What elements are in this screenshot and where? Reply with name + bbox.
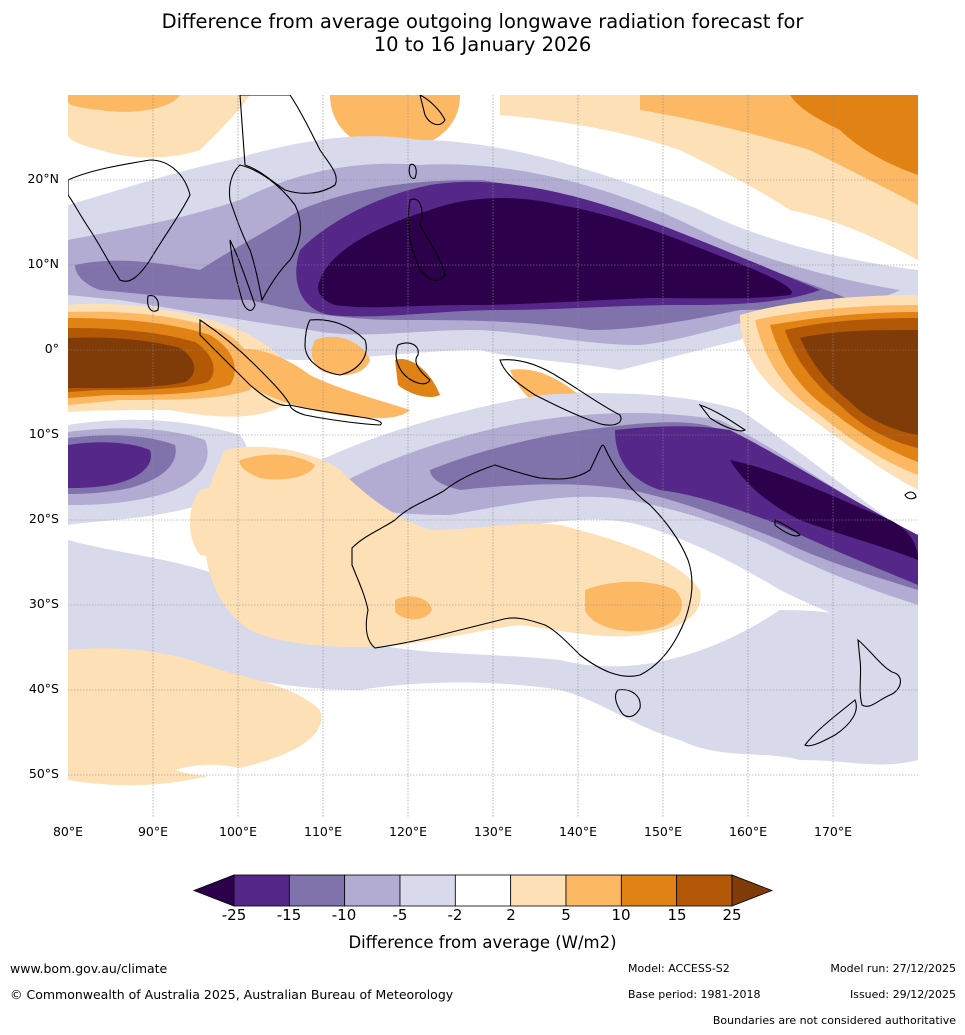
lon-label-110e: 110°E — [303, 824, 343, 839]
coastline-sulawesi — [395, 342, 431, 385]
lat-label-equator: 0° — [44, 341, 59, 356]
website-link[interactable]: www.bom.gov.au/climate — [10, 961, 168, 976]
lon-label-80e: 80°E — [52, 824, 84, 839]
anomaly-region-sw-pacific-purple — [615, 426, 918, 585]
colorbar-swatch — [676, 874, 733, 907]
colorbar-label-9: 25 — [722, 906, 742, 924]
lon-label-170e: 170°E — [813, 824, 853, 839]
coastline-taiwan — [408, 163, 417, 179]
lon-label-130e: 130°E — [473, 824, 513, 839]
lat-label-30s: 30°S — [28, 596, 59, 611]
anomaly-region-south-white-gap — [175, 764, 245, 776]
anomaly-region-himalaya-orange — [68, 95, 180, 112]
coastline-new-zealand-north — [857, 638, 901, 707]
copyright-notice: © Commonwealth of Australia 2025, Austra… — [10, 987, 454, 1002]
colorbar-label-2: -10 — [331, 906, 357, 924]
coastline-china — [239, 95, 337, 194]
anomaly-region-australia-orange-west — [395, 596, 432, 620]
lon-label-120e: 120°E — [388, 824, 428, 839]
coastline-philippines — [407, 198, 446, 281]
coastline-java — [289, 404, 382, 426]
anomaly-region-western-indian-light-orange — [189, 486, 270, 556]
lat-label-50s: 50°S — [28, 766, 59, 781]
colorbar-swatch — [399, 874, 456, 907]
coastline-japan — [419, 95, 446, 126]
anomaly-region-australia-orange-north — [239, 454, 315, 480]
colorbar-label-6: 5 — [561, 906, 571, 924]
colorbar-swatch — [620, 874, 678, 907]
lat-label-10n: 10°N — [27, 256, 59, 271]
colorbar-label-4: -2 — [447, 906, 463, 924]
anomaly-region-australia-light-orange — [203, 446, 701, 647]
colorbar-label-8: 15 — [667, 906, 687, 924]
colorbar-extend-max — [731, 874, 774, 907]
anomaly-region-sulawesi-dark-orange — [395, 359, 440, 397]
coastline-sri-lanka — [147, 295, 159, 312]
coastline-new-guinea — [499, 359, 622, 426]
anomaly-region-south-indian-ocean — [68, 648, 322, 786]
coastlines — [68, 95, 917, 747]
lon-label-150e: 150°E — [643, 824, 683, 839]
colorbar-label-7: 10 — [611, 906, 631, 924]
colorbar-swatch — [565, 874, 622, 907]
coastline-indochina — [228, 164, 301, 302]
colorbar-swatch — [288, 874, 346, 907]
model-run-date: Model run: 27/12/2025 — [830, 962, 956, 975]
coastline-new-zealand-south — [804, 699, 857, 747]
coastline-new-caledonia — [774, 519, 801, 537]
anomaly-region-central-pacific-darkest — [800, 330, 918, 435]
colorbar-label-5: 2 — [506, 906, 516, 924]
anomaly-region-australia-orange-se — [585, 581, 682, 632]
lon-label-140e: 140°E — [558, 824, 598, 839]
boundaries-disclaimer: Boundaries are not considered authoritat… — [712, 1014, 956, 1027]
coastline-borneo — [304, 319, 367, 376]
coastline-fiji — [904, 491, 917, 500]
anomaly-region-sw-pacific-deep-purple — [730, 460, 918, 560]
coastline-india — [68, 159, 191, 282]
anomaly-region-sulawesi-orange — [311, 336, 370, 376]
colorbar-swatch — [344, 874, 401, 907]
colorbar-extend-min — [192, 874, 235, 907]
coastline-tasmania — [615, 689, 641, 718]
anomaly-region-sw-pacific-mid-purple — [430, 422, 918, 590]
colorbar-swatch — [233, 874, 290, 907]
model-name: Model: ACCESS-S2 — [628, 962, 730, 975]
issued-date: Issued: 29/12/2025 — [849, 988, 956, 1001]
anomaly-region-southern-lavender — [68, 540, 918, 765]
lon-label-90e: 90°E — [137, 824, 169, 839]
olr-anomaly-map — [68, 95, 918, 817]
anomaly-region-southern-indian-purple — [68, 442, 151, 488]
base-period: Base period: 1981-2018 — [628, 988, 761, 1001]
lon-label-160e: 160°E — [728, 824, 768, 839]
coastline-malay-peninsula — [229, 239, 256, 311]
coastline-solomon-islands — [698, 403, 747, 432]
title-line-2: 10 to 16 January 2026 — [373, 33, 592, 56]
lat-label-20s: 20°S — [28, 511, 59, 526]
chart-title: Difference from average outgoing longwav… — [0, 10, 965, 56]
anomaly-region-indian-ocean-darkest — [68, 337, 195, 388]
graticule — [68, 95, 918, 817]
lon-label-100e: 100°E — [218, 824, 258, 839]
coastline-australia — [351, 444, 693, 677]
colorbar-label-1: -15 — [276, 906, 302, 924]
title-line-1: Difference from average outgoing longwav… — [161, 10, 804, 33]
colorbar-swatch — [510, 874, 567, 907]
anomaly-region-north-pacific-dark-orange — [790, 95, 918, 175]
colorbar-label-3: -5 — [392, 906, 408, 924]
lat-label-40s: 40°S — [28, 681, 59, 696]
lat-label-10s: 10°S — [28, 426, 59, 441]
colorbar-swatch — [454, 874, 512, 907]
colorbar-title: Difference from average (W/m2) — [348, 933, 617, 952]
colorbar-label-0: -25 — [221, 906, 247, 924]
lat-label-20n: 20°N — [27, 171, 59, 186]
anomaly-region-java-sea-orange — [235, 349, 410, 419]
